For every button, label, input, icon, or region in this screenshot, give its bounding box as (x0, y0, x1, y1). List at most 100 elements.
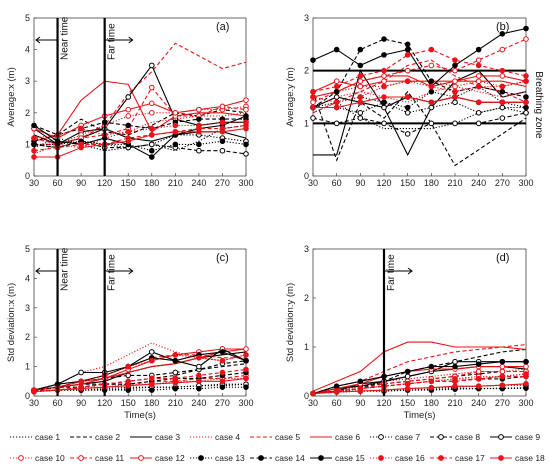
data-point (523, 104, 529, 111)
legend-marker (78, 455, 84, 461)
legend-label: case 2 (95, 432, 120, 442)
x-tick-label: 240 (471, 178, 486, 188)
data-point (196, 363, 202, 370)
data-point (219, 128, 226, 135)
data-point (148, 349, 155, 355)
data-point (523, 99, 529, 106)
data-point (475, 110, 482, 116)
time-annotation: Far time (107, 23, 118, 60)
data-point (172, 141, 179, 148)
legend-marker (258, 455, 264, 461)
legend-label: case 16 (395, 453, 425, 463)
series-line-case-18 (33, 377, 247, 393)
data-point (78, 125, 84, 132)
data-point (499, 368, 506, 375)
data-point (475, 83, 482, 90)
data-point (243, 97, 249, 103)
data-point (333, 83, 340, 90)
data-point (243, 346, 249, 352)
data-point (219, 147, 226, 154)
x-tick-label: 30 (29, 178, 39, 188)
x-tick-label: 270 (495, 398, 510, 408)
data-point (172, 122, 179, 129)
data-point (148, 100, 155, 107)
breathing-zone-label: Breathing zone (533, 71, 544, 139)
series-line-case-6 (312, 341, 527, 392)
x-tick-label: 90 (355, 398, 365, 408)
legend-marker (378, 455, 384, 461)
legend-item: case 1 (10, 432, 60, 442)
legend-marker (318, 455, 324, 461)
data-point (219, 119, 226, 126)
series-line-case-16 (312, 373, 527, 395)
y-axis-label: Std deviation:x (m) (6, 283, 17, 362)
data-point (404, 94, 411, 100)
data-point (381, 78, 387, 84)
data-point (523, 358, 529, 365)
data-point (381, 94, 387, 100)
data-point (125, 387, 132, 393)
data-point (452, 363, 458, 370)
data-point (428, 120, 435, 127)
x-tick-label: 150 (400, 398, 415, 408)
data-point (148, 110, 155, 116)
data-point (428, 83, 435, 90)
data-point (452, 67, 458, 74)
panel-tag: (c) (216, 252, 229, 264)
series-line-case-5 (312, 59, 527, 114)
legend-marker (18, 455, 24, 461)
legend-label: case 14 (275, 453, 305, 463)
data-point (196, 378, 202, 385)
data-point (357, 94, 364, 100)
data-point (310, 94, 316, 100)
series-line-case-10 (34, 377, 246, 391)
x-tick-label: 240 (471, 398, 486, 408)
data-point (78, 378, 84, 385)
data-point (172, 369, 179, 376)
data-point (452, 99, 458, 106)
y-tick-label: 1 (304, 118, 309, 128)
data-point (357, 110, 364, 116)
series-line-case-14 (312, 38, 527, 108)
x-tick-label: 120 (97, 398, 112, 408)
legend-marker (498, 455, 504, 461)
data-point (381, 104, 387, 111)
y-tick-label: 3 (304, 13, 309, 23)
data-point (357, 83, 364, 90)
data-point (310, 104, 316, 111)
x-tick-label: 60 (53, 398, 63, 408)
legend-item: case 9 (490, 432, 540, 442)
series-line-case-12 (312, 75, 527, 93)
series-line-case-12 (312, 366, 526, 395)
y-tick-label: 3 (304, 244, 309, 254)
data-point (31, 388, 37, 395)
legend-marker (438, 434, 444, 440)
panel-tag: (b) (496, 21, 509, 33)
data-point (523, 380, 529, 387)
data-point (404, 373, 411, 380)
data-point (243, 352, 249, 358)
series-line-case-9 (33, 64, 246, 146)
data-point (310, 88, 316, 95)
data-point (148, 62, 155, 69)
data-point (428, 88, 435, 95)
legend-item: case 16 (370, 453, 425, 463)
x-tick-label: 120 (97, 178, 112, 188)
series-line-case-9 (33, 348, 247, 391)
series-line-case-5 (33, 42, 247, 145)
data-point (499, 382, 506, 389)
x-tick-label: 30 (308, 398, 318, 408)
data-point (428, 104, 435, 111)
data-point (523, 373, 529, 380)
legend-label: case 3 (155, 432, 180, 442)
arrow-head (407, 267, 413, 275)
x-tick-label: 150 (121, 398, 136, 408)
series-line-case-15 (33, 351, 247, 391)
data-point (381, 36, 387, 42)
legend: case 1 case 2 case 3 case 4 case 5 case 6 case… (10, 432, 545, 463)
data-point (499, 363, 506, 370)
x-tick-label: 180 (424, 178, 439, 188)
data-point (523, 363, 529, 370)
x-tick-label: 300 (518, 178, 533, 188)
data-point (475, 368, 482, 375)
